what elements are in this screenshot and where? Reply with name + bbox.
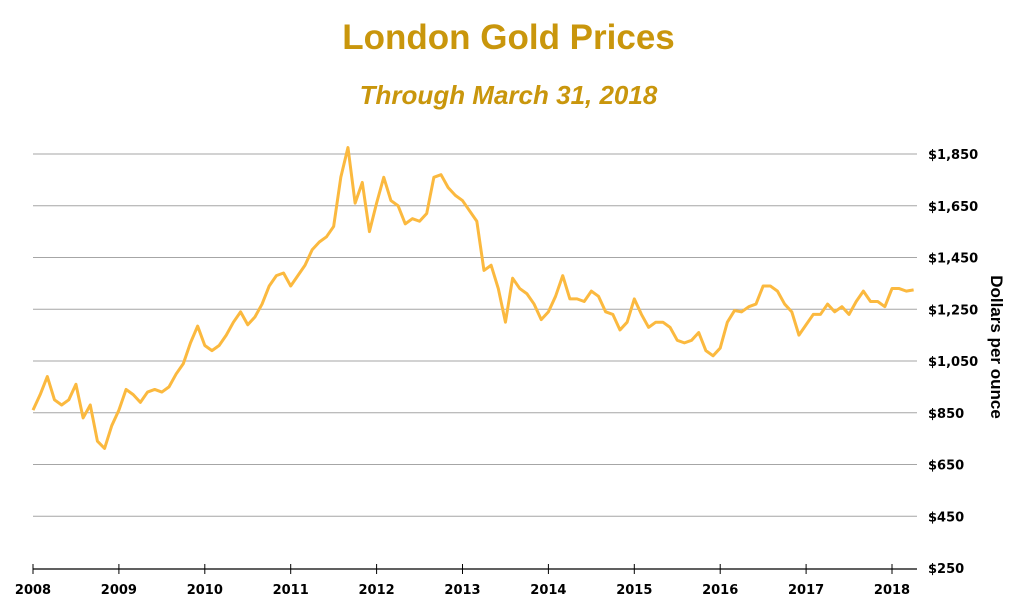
x-tick-label: 2017 [788, 583, 824, 598]
x-tick-label: 2018 [874, 583, 910, 598]
price-line [31, 146, 914, 450]
x-tick-label: 2008 [15, 583, 51, 598]
y-tick-label: $1,050 [928, 355, 978, 370]
x-tick-label: 2012 [359, 583, 395, 598]
y-tick-label: $1,250 [928, 303, 978, 318]
y-tick-label: $1,850 [928, 148, 978, 163]
x-tick-label: 2010 [187, 583, 223, 598]
chart-title: London Gold Prices [342, 18, 675, 57]
y-tick-label: $250 [928, 562, 964, 577]
x-tick-label: 2009 [101, 583, 137, 598]
y-tick-label: $650 [928, 459, 964, 474]
x-tick-label: 2011 [273, 583, 309, 598]
x-tick-label: 2015 [616, 583, 652, 598]
y-tick-label: $450 [928, 510, 964, 525]
x-tick-label: 2013 [444, 583, 480, 598]
x-tick-label: 2016 [702, 583, 738, 598]
y-tick-label: $850 [928, 407, 964, 422]
y-tick-label: $1,650 [928, 200, 978, 215]
chart-subtitle: Through March 31, 2018 [359, 80, 658, 110]
x-tick-label: 2014 [530, 583, 566, 598]
y-axis-label: Dollars per ounce [987, 275, 1006, 419]
y-tick-label: $1,450 [928, 252, 978, 267]
